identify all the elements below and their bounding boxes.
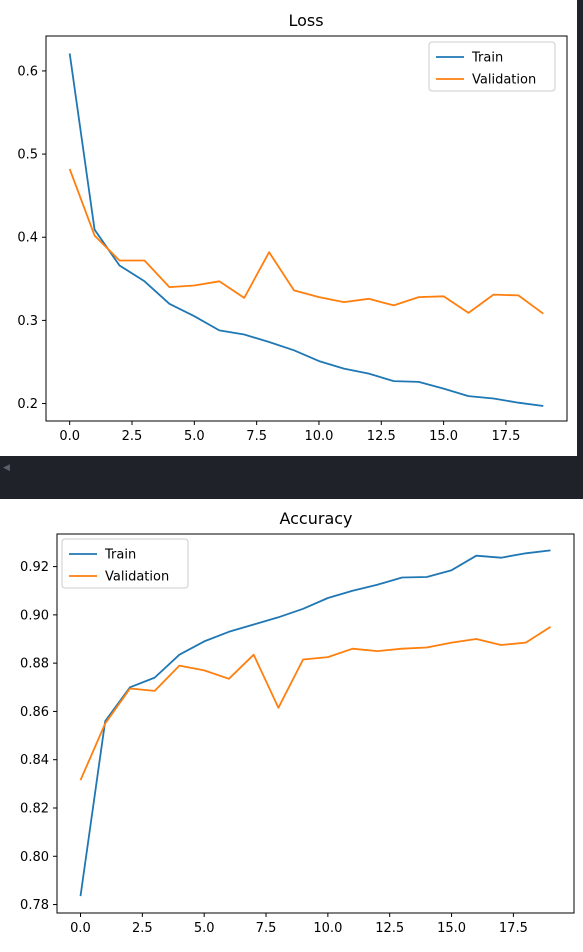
loss-x-tick-label: 17.5 xyxy=(491,429,520,444)
loss-series-validation xyxy=(68,168,544,315)
accuracy-y-tick-label: 0.86 xyxy=(20,705,49,720)
loss-chart-title: Loss xyxy=(288,11,323,30)
loss-y-tick-label: 0.4 xyxy=(17,231,38,246)
accuracy-y-tick-label: 0.90 xyxy=(20,608,49,623)
loss-series-train xyxy=(68,53,544,407)
accuracy-x-tick-label: 12.5 xyxy=(375,921,404,936)
loss-y-tick-label: 0.3 xyxy=(17,314,38,329)
loss-x-tick-label: 0.0 xyxy=(59,429,80,444)
loss-x-tick-label: 2.5 xyxy=(122,429,143,444)
panel-separator xyxy=(0,456,583,499)
loss-y-tick-label: 0.6 xyxy=(17,64,38,79)
accuracy-x-tick-label: 0.0 xyxy=(70,921,91,936)
accuracy-y-tick-label: 0.84 xyxy=(20,753,49,768)
accuracy-series-validation xyxy=(79,626,551,781)
loss-y-tick-label: 0.2 xyxy=(17,397,38,412)
loss-x-tick-label: 10.0 xyxy=(304,429,333,444)
loss-y-tick-label: 0.5 xyxy=(17,148,38,163)
accuracy-x-tick-label: 2.5 xyxy=(132,921,153,936)
accuracy-series-train xyxy=(79,549,551,897)
loss-legend-label-validation: Validation xyxy=(472,73,536,88)
loss-plot-frame xyxy=(45,35,568,422)
loss-x-tick-label: 5.0 xyxy=(184,429,205,444)
accuracy-legend-label-train: Train xyxy=(104,548,136,563)
loss-x-tick-label: 7.5 xyxy=(246,429,267,444)
loss-x-tick-label: 12.5 xyxy=(367,429,396,444)
accuracy-y-tick-label: 0.92 xyxy=(20,560,49,575)
accuracy-y-tick-label: 0.88 xyxy=(20,657,49,672)
accuracy-x-tick-label: 10.0 xyxy=(313,921,342,936)
accuracy-y-tick-label: 0.80 xyxy=(20,850,49,865)
accuracy-x-tick-label: 17.5 xyxy=(499,921,528,936)
loss-legend-label-train: Train xyxy=(471,51,503,66)
loss-chart: Loss 0.0 2.5 5.0 7.5 10.0 12.5 15.0 17.5 0.2 0.3 0… xyxy=(17,11,568,444)
accuracy-y-tick-label: 0.78 xyxy=(20,898,49,913)
accuracy-y-tick-label: 0.82 xyxy=(20,801,49,816)
accuracy-plot-frame xyxy=(56,533,575,914)
accuracy-chart-title: Accuracy xyxy=(279,509,352,528)
accuracy-chart-panel: Accuracy 0.0 2.5 5.0 7.5 10.0 12.5 15.0 17.5 0.7… xyxy=(0,499,583,952)
scroll-left-icon[interactable]: ◀ xyxy=(3,463,10,473)
accuracy-x-tick-label: 7.5 xyxy=(256,921,277,936)
accuracy-chart: Accuracy 0.0 2.5 5.0 7.5 10.0 12.5 15.0 17.5 0.7… xyxy=(20,509,575,936)
accuracy-legend-label-validation: Validation xyxy=(105,570,169,585)
loss-x-tick-label: 15.0 xyxy=(429,429,458,444)
accuracy-x-tick-label: 5.0 xyxy=(194,921,215,936)
loss-chart-panel: Loss 0.0 2.5 5.0 7.5 10.0 12.5 15.0 17.5 0.2 0.3 0… xyxy=(0,0,577,456)
accuracy-x-tick-label: 15.0 xyxy=(437,921,466,936)
